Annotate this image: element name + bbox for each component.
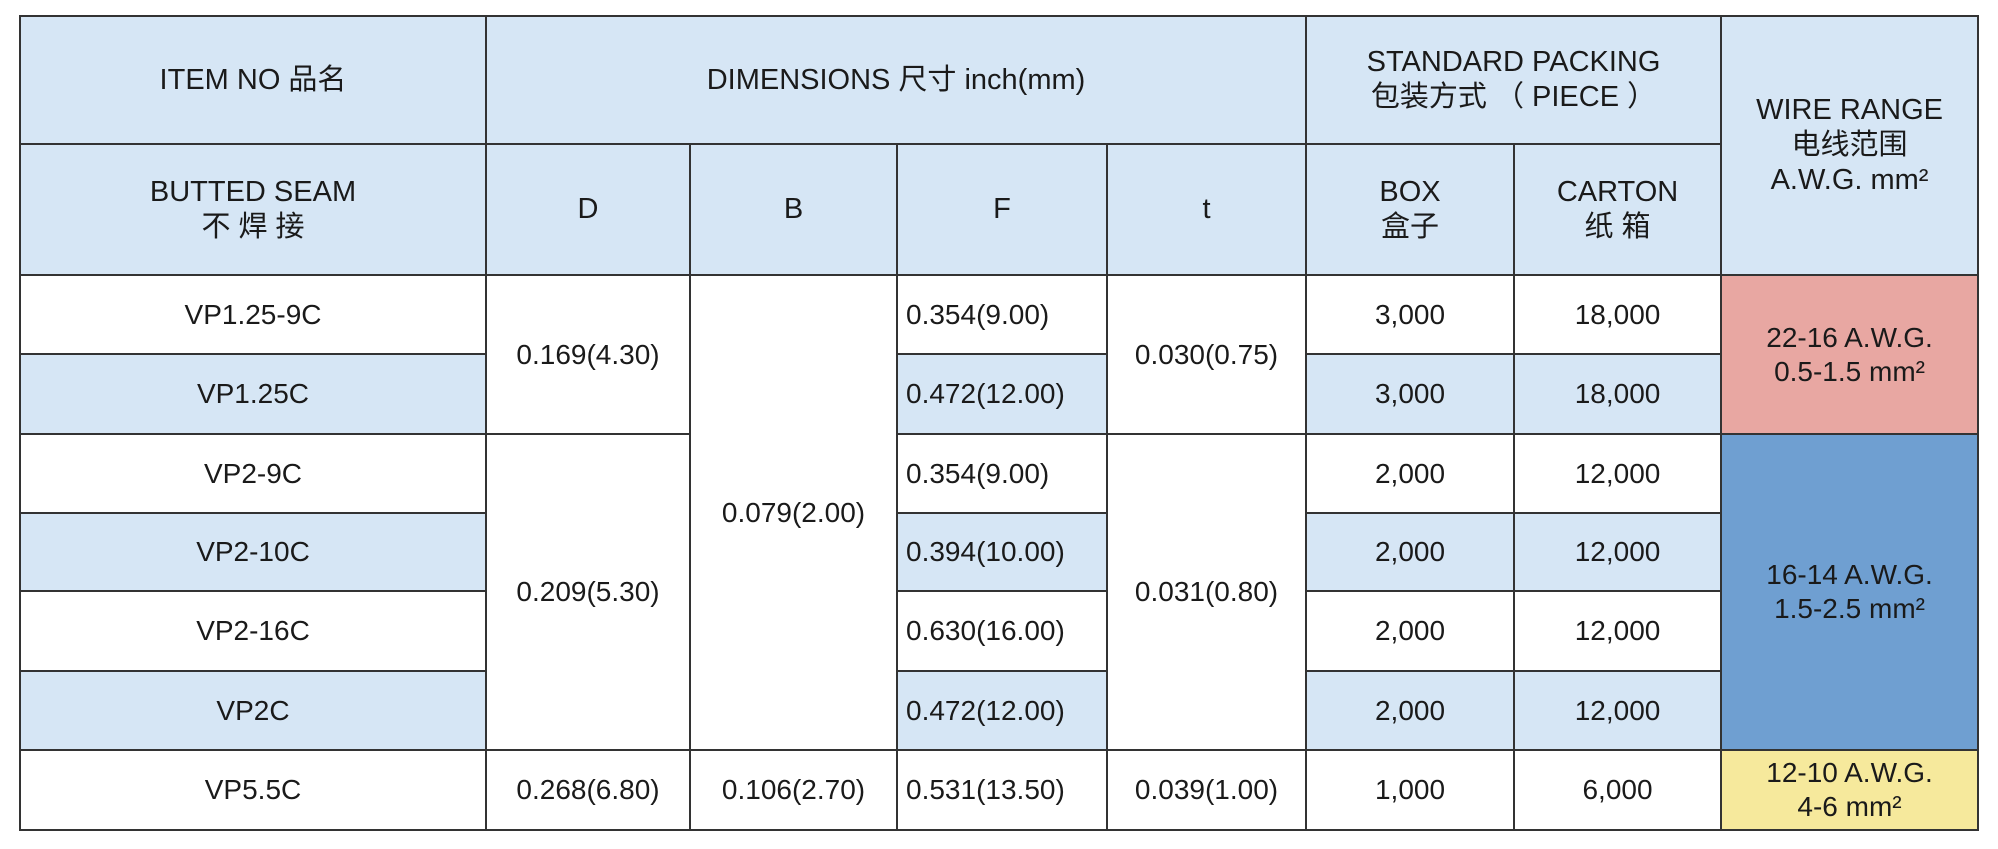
header-cell: DIMENSIONS 尺寸 inch(mm)	[484, 15, 1308, 145]
cell: VP1.25-9C	[19, 274, 487, 355]
text: A.W.G. mm²	[1770, 163, 1929, 196]
text: 1.5-2.5 mm²	[1774, 593, 1925, 624]
cell: 0.039(1.00)	[1105, 749, 1308, 831]
text: 12-10 A.W.G.	[1766, 757, 1933, 789]
cell: VP5.5C	[19, 749, 487, 831]
header-cell: CARTON 纸 箱	[1513, 143, 1723, 276]
cell: 12-10 A.W.G. 4-6 mm²	[1720, 749, 1980, 831]
cell: 0.169(4.30)	[485, 274, 691, 435]
cell: 2,000	[1305, 433, 1516, 514]
cell: 2,000	[1305, 590, 1516, 672]
text: 纸 箱	[1584, 210, 1651, 243]
cell: 12,000	[1513, 433, 1723, 514]
header-cell: ITEM NO 品名	[19, 15, 487, 145]
cell: VP2-10C	[19, 512, 487, 592]
text: BOX	[1379, 175, 1441, 208]
text: BUTTED SEAM	[149, 175, 357, 208]
header-cell: F	[896, 143, 1108, 276]
cell: 3,000	[1305, 274, 1516, 355]
header-cell: t	[1105, 143, 1308, 276]
cell: 3,000	[1305, 353, 1516, 435]
cell: 6,000	[1513, 749, 1723, 831]
cell: 0.630(16.00)	[896, 590, 1108, 672]
text: 盒子	[1381, 210, 1440, 243]
cell: 18,000	[1513, 353, 1723, 435]
header-cell: D	[485, 143, 691, 276]
cell: 0.268(6.80)	[485, 749, 691, 831]
text: CARTON	[1556, 175, 1679, 208]
cell: 0.209(5.30)	[485, 433, 691, 751]
spec-table: ITEM NO 品名 DIMENSIONS 尺寸 inch(mm) STANDA…	[19, 15, 1980, 831]
text: 0.5-1.5 mm²	[1774, 355, 1925, 387]
cell: VP2-16C	[19, 590, 487, 672]
cell: 0.531(13.50)	[896, 749, 1108, 831]
header-cell: BUTTED SEAM 不 焊 接	[19, 143, 487, 276]
cell: 16-14 A.W.G. 1.5-2.5 mm²	[1720, 433, 1980, 751]
cell: VP2C	[19, 670, 487, 751]
text: 22-16 A.W.G.	[1766, 321, 1933, 353]
header-cell: STANDARD PACKING 包装方式 （ PIECE ）	[1305, 15, 1723, 145]
cell: 18,000	[1513, 274, 1723, 355]
cell: 0.079(2.00)	[689, 274, 898, 751]
cell: VP2-9C	[19, 433, 487, 514]
cell: 0.354(9.00)	[896, 433, 1108, 514]
cell: 0.106(2.70)	[689, 749, 898, 831]
cell: 2,000	[1305, 512, 1516, 592]
text: 4-6 mm²	[1797, 791, 1902, 822]
header-cell: BOX 盒子	[1305, 143, 1516, 276]
cell: VP1.25C	[19, 353, 487, 435]
header-cell: WIRE RANGE 电线范围 A.W.G. mm²	[1720, 15, 1980, 276]
cell: 0.354(9.00)	[896, 274, 1108, 355]
cell: 1,000	[1305, 749, 1516, 831]
cell: 0.394(10.00)	[896, 512, 1108, 592]
cell: 12,000	[1513, 590, 1723, 672]
cell: 0.472(12.00)	[896, 670, 1108, 751]
text: 电线范围	[1791, 129, 1908, 162]
cell: 12,000	[1513, 512, 1723, 592]
text: 16-14 A.W.G.	[1766, 559, 1933, 591]
cell: 0.472(12.00)	[896, 353, 1108, 435]
text: STANDARD PACKING	[1366, 46, 1661, 79]
text: 不 焊 接	[201, 210, 305, 243]
cell: 12,000	[1513, 670, 1723, 751]
cell: 0.031(0.80)	[1105, 433, 1308, 751]
header-cell: B	[689, 143, 898, 276]
text: 包装方式 （ PIECE ）	[1370, 81, 1657, 113]
cell: 22-16 A.W.G. 0.5-1.5 mm²	[1720, 274, 1980, 435]
cell: 0.030(0.75)	[1105, 274, 1308, 435]
cell: 2,000	[1305, 670, 1516, 751]
text: WIRE RANGE	[1756, 94, 1943, 127]
